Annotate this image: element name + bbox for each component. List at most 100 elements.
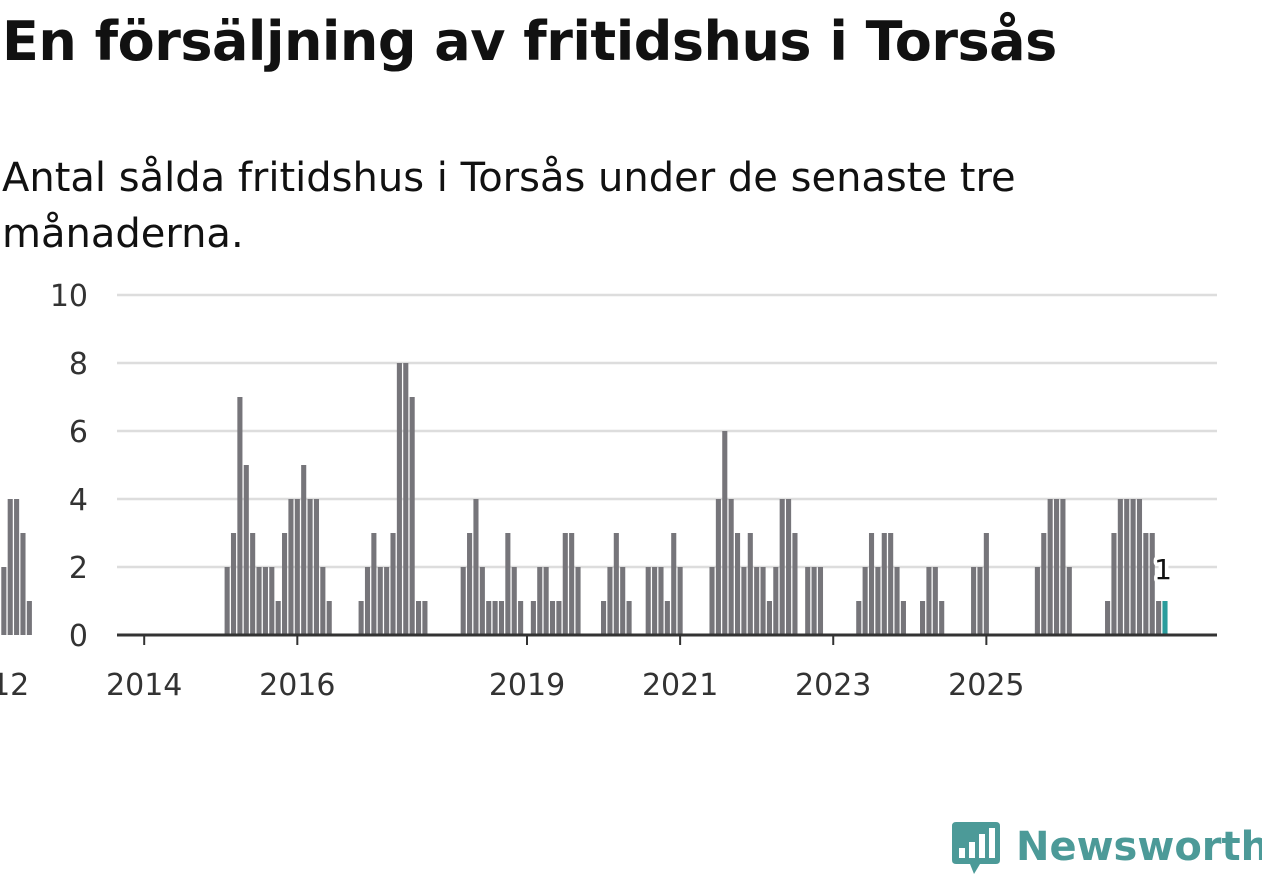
bar (1105, 601, 1111, 635)
bar (626, 601, 632, 635)
x-tick-label: 2012 (0, 668, 29, 703)
bar (779, 499, 785, 635)
bar (645, 567, 651, 635)
bar (773, 567, 779, 635)
bar (709, 567, 715, 635)
bar (875, 567, 881, 635)
bar (20, 533, 26, 635)
bar (307, 499, 313, 635)
bar (543, 567, 549, 635)
bar (256, 567, 262, 635)
labels: 0246810201220142016201920212023202511 (0, 279, 1175, 703)
bar (1111, 533, 1117, 635)
bar (518, 601, 524, 635)
bar (760, 567, 766, 635)
bar (498, 601, 505, 635)
bar (747, 533, 753, 635)
bar (1117, 499, 1123, 635)
newsworthy-logo: Newsworthy (950, 818, 1262, 876)
bar (26, 601, 32, 635)
bar (786, 499, 792, 635)
bar (467, 533, 473, 635)
x-tick-label: 2025 (948, 668, 1024, 703)
bar (409, 397, 415, 635)
bar (734, 533, 741, 635)
bar (658, 567, 664, 635)
bar (269, 567, 275, 635)
y-tick-label: 2 (69, 551, 88, 586)
bar (294, 499, 300, 635)
bar (288, 499, 294, 635)
bar (754, 567, 760, 635)
bar (607, 567, 613, 635)
bar (888, 533, 894, 635)
bar (722, 431, 728, 635)
bar (792, 533, 798, 635)
bar (569, 533, 575, 635)
bar (224, 567, 230, 635)
bar (983, 533, 989, 635)
bar-latest (1162, 601, 1168, 635)
x-tick-label: 2019 (489, 668, 565, 703)
bar (1130, 499, 1136, 635)
bar (1156, 601, 1162, 635)
bar (894, 567, 900, 635)
bar (505, 533, 511, 635)
bar (479, 567, 485, 635)
bar (1124, 499, 1130, 635)
bar (530, 601, 536, 635)
bar (728, 499, 734, 635)
bar (390, 533, 396, 635)
bar (486, 601, 492, 635)
bar (364, 567, 371, 635)
axes (117, 633, 1217, 645)
bar (7, 499, 13, 635)
bar (1053, 499, 1060, 635)
bar (396, 363, 402, 635)
y-tick-label: 8 (69, 347, 88, 382)
bar (537, 567, 543, 635)
y-tick-label: 4 (69, 483, 88, 518)
x-tick-label: 2014 (106, 668, 182, 703)
bar (230, 533, 237, 635)
bar (262, 567, 268, 635)
last-value-label: 1 (1154, 553, 1172, 586)
bar (926, 567, 932, 635)
bar (766, 601, 772, 635)
bar (613, 533, 619, 635)
bar (977, 567, 983, 635)
bar (282, 533, 288, 635)
bar (377, 567, 383, 635)
bar (805, 567, 811, 635)
bar (243, 465, 249, 635)
y-tick-label: 10 (50, 279, 88, 314)
bar (384, 567, 390, 635)
bar (371, 533, 377, 635)
bar (1047, 499, 1053, 635)
bar (415, 601, 422, 635)
page-subtitle: Antal sålda fritidshus i Torsås under de… (2, 155, 1016, 257)
bar (1041, 533, 1047, 635)
bar-chart: 0246810201220142016201920212023202511 (0, 279, 1217, 703)
last-value-label-halo: 1 (1154, 553, 1172, 586)
bar (275, 601, 281, 635)
bar (900, 601, 906, 635)
bar (237, 397, 243, 635)
x-tick-label: 2021 (642, 668, 718, 703)
bar (250, 533, 256, 635)
bar (358, 601, 364, 635)
bar (460, 567, 466, 635)
bar (14, 499, 20, 635)
bar (1034, 567, 1040, 635)
bar (313, 499, 320, 635)
bar (1136, 499, 1143, 635)
bar (1066, 567, 1072, 635)
y-tick-label: 6 (69, 415, 88, 450)
bar (549, 601, 556, 635)
bar (741, 567, 747, 635)
bar (403, 363, 409, 635)
bar (1, 567, 7, 635)
bar (556, 601, 562, 635)
bar (932, 567, 938, 635)
bar (715, 499, 721, 635)
